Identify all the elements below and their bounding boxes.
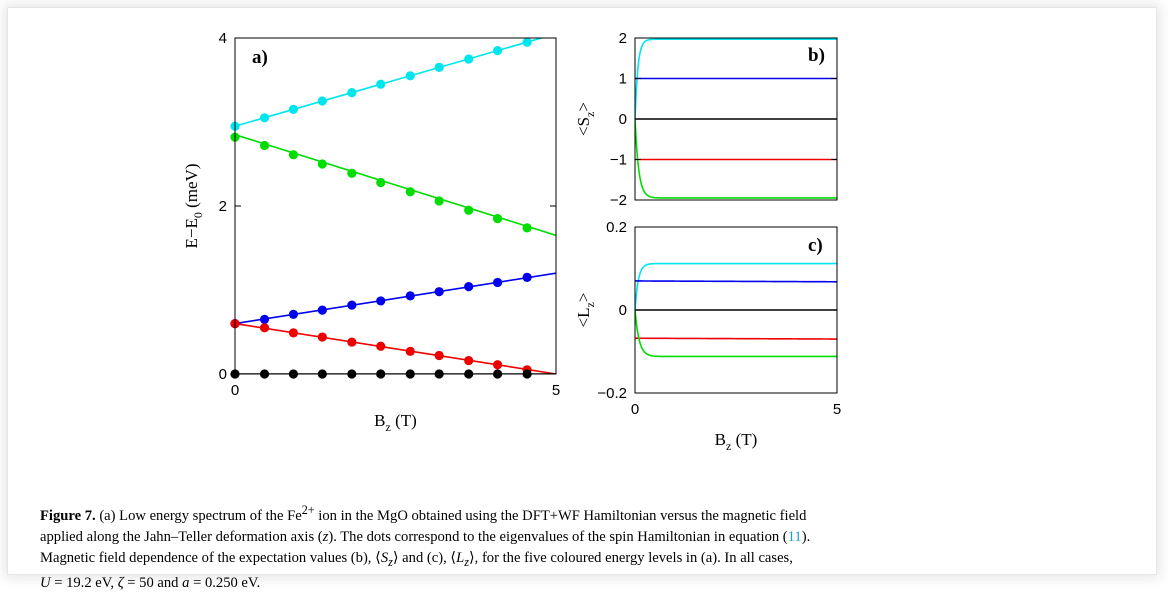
series-3-point-5 (347, 300, 357, 310)
series-line-1 (635, 38, 837, 120)
y-tick-label: 0 (619, 302, 627, 319)
panel-tag: b) (808, 45, 825, 66)
series-line-2 (635, 280, 837, 283)
x-tick-label: 5 (552, 382, 560, 399)
series-3-point-9 (464, 282, 474, 292)
y-tick-label: 2 (619, 30, 627, 47)
series-3-point-7 (405, 291, 415, 301)
figure-caption: Figure 7. (a) Low energy spectrum of the… (40, 500, 1140, 594)
series-3-point-6 (376, 296, 386, 306)
series-2-point-3 (288, 150, 299, 160)
series-line-5 (635, 118, 837, 199)
series-2-point-8 (434, 196, 444, 206)
series-4-point-2 (259, 323, 270, 333)
equation-reference-link[interactable]: 11 (787, 528, 802, 545)
series-line-4 (235, 322, 556, 374)
figure-frame: 0 2 4 0 5 a) E−E0 (meV) Bz (T) −2 −1 0 1 2 b) <Sz> −0… (8, 8, 1156, 591)
y-tick-label: 0 (619, 111, 627, 128)
series-2-point-11 (522, 223, 532, 233)
series-line-1 (635, 262, 837, 311)
caption-line-4: U = 19.2 eV, ζ = 50 and a = 0.250 eV. (40, 574, 261, 591)
series-2-point-5 (347, 168, 357, 178)
series-4-point-8 (434, 350, 444, 361)
series-1-point-2 (259, 113, 270, 123)
caption-line-1: Figure 7. (a) Low energy spectrum of the… (40, 503, 807, 524)
y-tick-label: −1 (610, 152, 627, 169)
series-2-point-9 (464, 205, 474, 215)
series-4-point-7 (405, 346, 415, 356)
series-3-point-8 (434, 287, 444, 297)
series-1-point-6 (376, 79, 386, 89)
x-tick-label: 0 (231, 382, 239, 399)
y-axis-label: <Sz> (574, 102, 597, 136)
series-1-point-10 (492, 46, 503, 56)
series-3-point-10 (492, 277, 503, 288)
y-tick-label: 0 (219, 366, 227, 383)
y-tick-label: 2 (219, 198, 227, 215)
series-line-3 (235, 272, 556, 325)
x-tick-label: 5 (833, 401, 841, 418)
y-axis-label: <Lz> (574, 293, 597, 328)
series-1-point-4 (317, 96, 327, 106)
series-line-5 (635, 309, 837, 358)
panel-c-lz-expectation: −0.200.20 5c)<Lz>Bz (T) (574, 219, 841, 453)
y-tick-label: −0.2 (597, 385, 627, 402)
series-4-point-4 (317, 332, 327, 342)
series-4-point-9 (464, 355, 474, 366)
series-2-point-4 (317, 159, 327, 169)
series-1-point-9 (464, 54, 474, 64)
series-line-1 (235, 38, 545, 127)
series-3-point-11 (522, 272, 532, 282)
panel-tag: c) (808, 235, 823, 256)
series-4-point-5 (347, 337, 357, 347)
panel-a-energy-spectrum: 0 2 4 0 5 a) E−E0 (meV) Bz (T) (182, 30, 560, 434)
series-1-point-8 (434, 62, 444, 72)
series-1-point-3 (288, 104, 299, 114)
x-axis-label: Bz (T) (715, 430, 758, 453)
caption-line-3: Magnetic field dependence of the expecta… (40, 549, 793, 569)
series-2-point-7 (405, 187, 415, 197)
series-2-point-2 (259, 140, 270, 151)
series-line-4 (635, 337, 837, 340)
series-line-2 (235, 133, 556, 237)
series-1-point-5 (347, 88, 357, 98)
series-2-point-6 (376, 177, 386, 188)
series-3-point-2 (259, 314, 270, 324)
series-1-point-7 (405, 71, 415, 81)
y-tick-label: 1 (619, 71, 627, 88)
series-4-point-6 (376, 341, 386, 351)
caption-figure-label: Figure 7. (40, 507, 96, 524)
series-1-point-11 (522, 37, 532, 47)
series-3-point-3 (288, 309, 299, 319)
plot-frame (234, 37, 557, 375)
series-2-point-10 (492, 214, 503, 224)
y-tick-label: 4 (219, 30, 227, 47)
series-3-point-4 (317, 305, 327, 315)
series-4-point-3 (288, 328, 299, 338)
caption-line-2: applied along the Jahn–Teller deformatio… (40, 528, 811, 545)
panel-b-sz-expectation: −2 −1 0 1 2 b) <Sz> (574, 30, 838, 209)
x-axis-label: Bz (T) (374, 411, 417, 434)
y-tick-label: −2 (610, 192, 627, 209)
y-tick-label: 0.2 (606, 219, 627, 236)
figure-svg: 0 2 4 0 5 a) E−E0 (meV) Bz (T) −2 −1 0 1 2 b) <Sz> −0… (182, 30, 841, 453)
y-axis-label: E−E0 (meV) (182, 164, 205, 249)
x-tick-label: 0 (631, 401, 639, 418)
series-4-point-10 (492, 360, 503, 370)
panel-tag: a) (252, 47, 268, 68)
